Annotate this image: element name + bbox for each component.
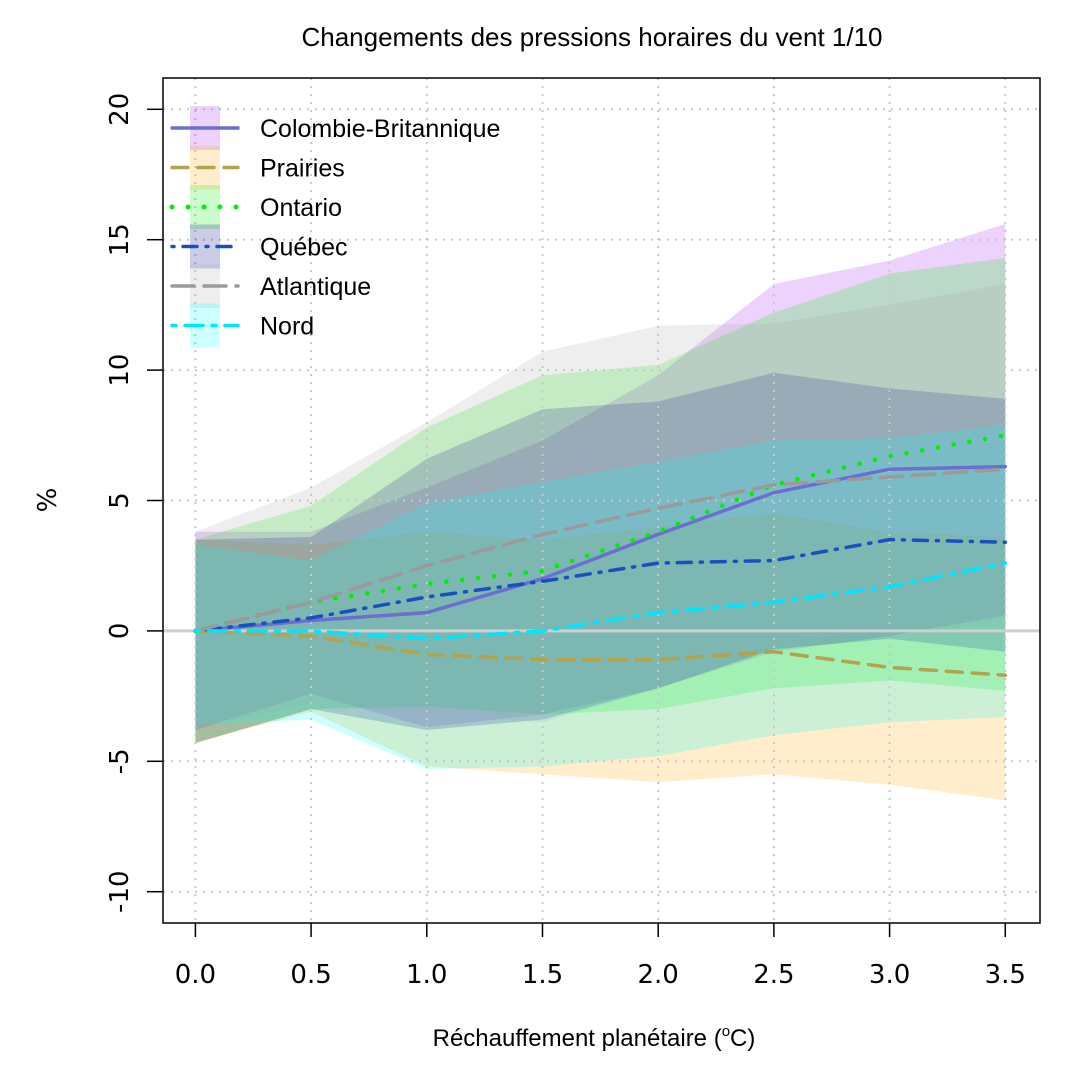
y-tick-label: 10 — [105, 354, 135, 387]
x-axis-label-main: Réchauffement planétaire ( — [433, 1025, 722, 1052]
band-nord — [195, 424, 1006, 770]
band-atlantique — [195, 284, 1006, 728]
legend-item-nord: Nord — [170, 303, 314, 348]
legend-label: Prairies — [260, 155, 345, 183]
y-axis-label: % — [33, 488, 63, 513]
series-lines — [193, 433, 1008, 677]
x-tick-label: 3.5 — [985, 960, 1026, 990]
y-tick-label: -10 — [105, 870, 135, 912]
grid — [163, 78, 1040, 923]
y-axis: -10 -5 0 5 10 15 20 — [105, 93, 163, 913]
y-tick-label: -5 — [105, 748, 135, 774]
y-tick-label: 15 — [105, 223, 135, 256]
legend-item-colombie-britannique: Colombie-Britannique — [170, 106, 500, 150]
line-ontario — [193, 433, 1008, 634]
x-axis-label-superscript: o — [722, 1023, 730, 1040]
uncertainty-bands — [195, 224, 1006, 801]
line-prairies — [193, 629, 1008, 677]
x-tick-label: 0.0 — [175, 960, 216, 990]
legend-label: Colombie-Britannique — [260, 115, 500, 143]
line-atlantique — [193, 467, 1008, 633]
y-tick-label: 0 — [105, 623, 135, 640]
legend-item-quebec: Québec — [170, 224, 348, 269]
band-ontario — [195, 258, 1006, 743]
line-quebec — [193, 537, 1008, 633]
legend-item-atlantique: Atlantique — [170, 264, 371, 308]
x-axis-label-tail: C) — [730, 1025, 755, 1052]
x-axis: 0.0 0.5 1.0 1.5 2.0 2.5 3.0 3.5 — [175, 923, 1026, 990]
x-tick-label: 1.0 — [406, 960, 447, 990]
line-nord — [193, 561, 1008, 641]
chart-title: Changements des pressions horaires du ve… — [301, 22, 882, 52]
x-tick-label: 3.0 — [869, 960, 910, 990]
legend-item-ontario: Ontario — [169, 185, 342, 229]
legend-label: Nord — [260, 313, 314, 341]
legend-label: Québec — [260, 234, 348, 262]
legend-label: Atlantique — [260, 273, 371, 301]
x-tick-label: 2.5 — [753, 960, 794, 990]
x-axis-label: Réchauffement planétaire (oC) — [433, 1023, 756, 1052]
line-colombie-britannique — [193, 464, 1008, 633]
x-tick-label: 2.0 — [638, 960, 679, 990]
legend: Colombie-Britannique Prairies Ontario Québe… — [169, 106, 500, 348]
legend-item-prairies: Prairies — [170, 145, 345, 190]
legend-label: Ontario — [260, 194, 342, 222]
band-prairies — [195, 513, 1006, 801]
y-tick-label: 5 — [105, 492, 135, 509]
y-tick-label: 20 — [105, 93, 135, 126]
x-tick-label: 0.5 — [290, 960, 331, 990]
x-tick-label: 1.5 — [522, 960, 563, 990]
